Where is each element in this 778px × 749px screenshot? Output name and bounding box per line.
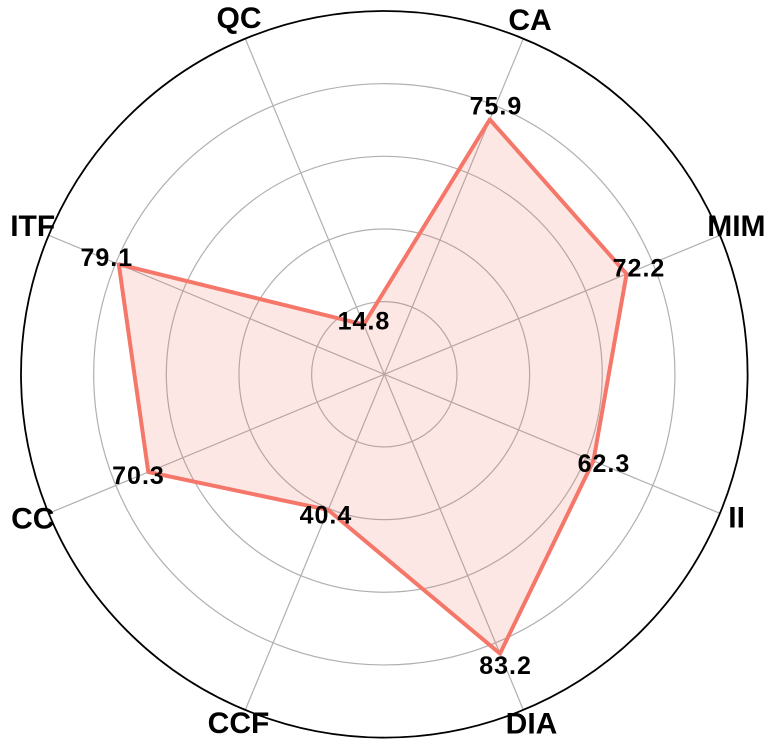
svg-text:79.1: 79.1 xyxy=(80,244,133,272)
svg-text:75.9: 75.9 xyxy=(470,93,523,121)
svg-text:ITF: ITF xyxy=(10,210,55,243)
svg-text:DIA: DIA xyxy=(506,707,558,740)
svg-text:II: II xyxy=(728,502,745,535)
svg-text:83.2: 83.2 xyxy=(479,652,532,680)
svg-text:62.3: 62.3 xyxy=(578,450,631,478)
svg-text:CC: CC xyxy=(11,502,54,535)
svg-text:QC: QC xyxy=(217,2,262,35)
svg-text:CA: CA xyxy=(508,4,551,37)
svg-text:MIM: MIM xyxy=(707,210,765,243)
svg-text:72.2: 72.2 xyxy=(613,255,666,283)
svg-text:40.4: 40.4 xyxy=(300,502,353,530)
svg-text:CCF: CCF xyxy=(208,707,270,740)
svg-text:14.8: 14.8 xyxy=(338,308,391,336)
svg-text:70.3: 70.3 xyxy=(112,462,165,490)
